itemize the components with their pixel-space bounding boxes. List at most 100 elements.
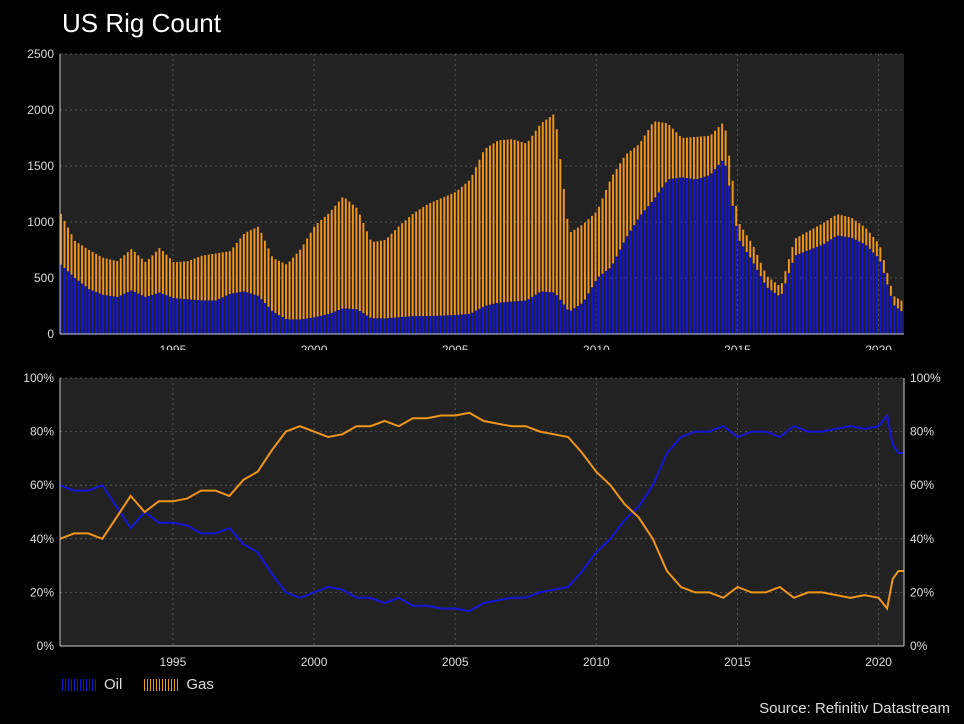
oil-bar <box>109 295 112 334</box>
oil-bar <box>295 319 298 334</box>
oil-bar <box>640 214 643 334</box>
oil-bar <box>362 313 365 334</box>
gas-bar <box>837 214 840 236</box>
gas-bar <box>735 205 738 226</box>
gas-bar <box>63 220 66 268</box>
y-tick-label: 0 <box>47 327 54 341</box>
oil-bar <box>703 176 706 334</box>
oil-bar <box>70 274 73 334</box>
oil-bar <box>633 225 636 334</box>
gas-bar <box>619 163 622 250</box>
oil-bar <box>802 252 804 334</box>
gas-bar <box>313 226 316 318</box>
oil-bar <box>348 308 351 334</box>
oil-bar <box>650 201 653 334</box>
gas-bar <box>823 222 826 244</box>
gas-bar <box>784 271 787 284</box>
oil-bar <box>453 315 456 334</box>
gas-bar <box>566 218 569 310</box>
gas-bar <box>376 241 379 319</box>
chart-title: US Rig Count <box>62 8 221 38</box>
oil-bar <box>119 295 122 334</box>
oil-bar <box>221 297 224 334</box>
gas-bar <box>130 249 133 291</box>
gas-bar <box>341 197 344 309</box>
gas-bar <box>151 255 154 295</box>
gas-bar <box>499 140 502 303</box>
oil-bar <box>74 277 77 334</box>
y-tick-label-right: 20% <box>910 585 934 599</box>
oil-bar <box>460 314 463 334</box>
gas-bar <box>460 186 463 315</box>
oil-bar <box>358 310 361 334</box>
oil-bar <box>485 305 488 334</box>
oil-bar <box>242 291 245 334</box>
oil-bar <box>408 316 411 334</box>
gas-bar <box>267 248 270 307</box>
oil-bar <box>443 315 446 334</box>
oil-bar <box>886 284 889 334</box>
gas-bar <box>830 218 833 240</box>
gas-bar <box>102 257 105 295</box>
y-tick-label-right: 60% <box>910 478 934 492</box>
oil-bar <box>133 291 136 334</box>
gas-bar <box>140 258 143 296</box>
gas-bar <box>538 125 541 293</box>
gas-bar <box>74 240 77 278</box>
gas-bar <box>721 123 724 161</box>
oil-bar <box>707 175 710 334</box>
gas-bar <box>759 262 762 277</box>
gas-bar <box>640 141 643 215</box>
gas-bar <box>443 196 446 316</box>
oil-bar <box>232 293 235 334</box>
oil-bar <box>823 243 826 334</box>
gas-bar <box>221 252 224 298</box>
gas-bar <box>527 140 530 300</box>
x-tick-label: 2020 <box>865 655 892 669</box>
x-tick-label: 2015 <box>724 655 751 669</box>
gas-bar <box>467 180 470 314</box>
gas-bar <box>872 236 875 253</box>
oil-bar <box>566 309 569 334</box>
y-tick-label: 1000 <box>27 215 54 229</box>
y-tick-label-left: 20% <box>30 585 54 599</box>
gas-bar <box>70 234 73 275</box>
oil-bar <box>865 245 868 334</box>
oil-bar <box>179 298 182 334</box>
gas-bar <box>513 139 516 302</box>
legend-label-oil: Oil <box>104 676 123 693</box>
oil-bar <box>657 192 660 334</box>
x-tick-label: 1995 <box>160 343 187 350</box>
gas-bar <box>77 243 80 281</box>
gas-bar <box>383 240 386 319</box>
gas-bar <box>693 137 695 180</box>
oil-bar <box>591 287 593 334</box>
gas-bar <box>144 262 147 297</box>
oil-bar <box>341 308 344 334</box>
oil-bar <box>197 300 200 334</box>
gas-bar <box>724 130 727 166</box>
gas-bar <box>147 258 150 297</box>
y-tick-label-right: 80% <box>910 425 934 439</box>
gas-bar <box>685 137 688 178</box>
gas-bar <box>520 141 523 301</box>
gas-bar <box>580 225 583 304</box>
gas-bar <box>239 238 242 293</box>
oil-bar <box>285 319 288 334</box>
gas-bar <box>555 129 558 296</box>
y-tick-label-right: 40% <box>910 532 934 546</box>
gas-bar <box>840 215 843 237</box>
oil-bar <box>256 295 259 334</box>
oil-bar <box>471 312 474 334</box>
gas-bar <box>728 155 731 186</box>
oil-bar <box>900 311 903 334</box>
oil-bar <box>372 318 375 334</box>
gas-bar <box>316 223 319 317</box>
oil-bar <box>457 314 460 334</box>
y-tick-label-left: 40% <box>30 532 54 546</box>
oil-bar <box>365 315 368 334</box>
gas-bar <box>355 207 358 310</box>
gas-bar <box>334 205 337 312</box>
oil-bar <box>668 179 671 334</box>
oil-bar <box>735 225 738 334</box>
